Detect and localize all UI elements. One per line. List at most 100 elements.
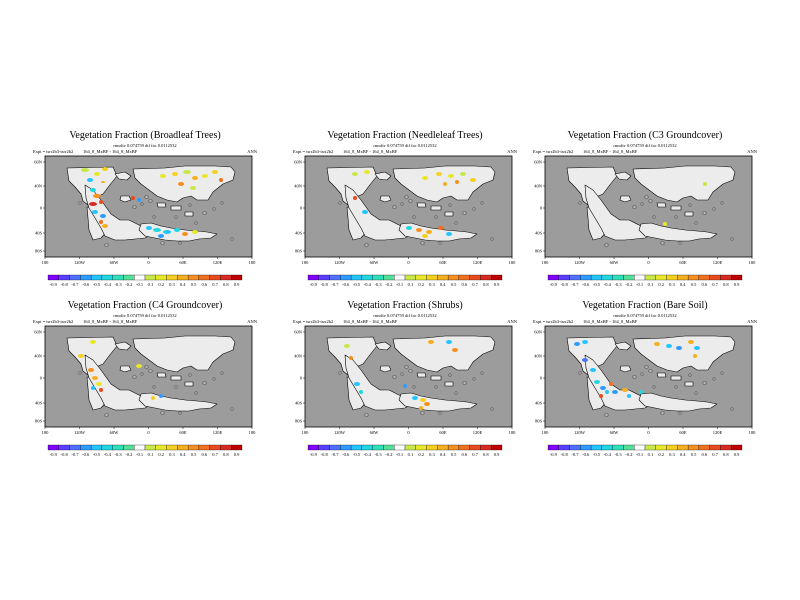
colorbar-swatch bbox=[80, 444, 92, 451]
colorbar-swatch bbox=[69, 274, 81, 281]
lon-tick-label: 120W bbox=[74, 430, 86, 435]
island bbox=[448, 203, 452, 207]
colorbar-swatch bbox=[404, 444, 416, 451]
colorbar-label: 0.7 bbox=[712, 452, 718, 457]
difference-patch bbox=[192, 230, 198, 234]
island bbox=[220, 201, 224, 205]
colorbar-swatch bbox=[383, 274, 395, 281]
lon-tick-label: 60W bbox=[370, 430, 380, 435]
colorbar-swatch bbox=[134, 274, 146, 281]
panel-title: Vegetation Fraction (Needleleaf Trees) bbox=[327, 130, 483, 141]
colorbar-swatch bbox=[90, 274, 103, 281]
island bbox=[202, 211, 207, 215]
island bbox=[140, 372, 144, 376]
colorbar-swatch bbox=[687, 444, 700, 451]
landmass bbox=[430, 375, 442, 381]
colorbar-label: -0.9 bbox=[550, 452, 558, 457]
landmass bbox=[416, 372, 427, 378]
colorbar-swatch bbox=[329, 274, 341, 281]
difference-patch bbox=[406, 226, 412, 230]
difference-patch bbox=[362, 210, 368, 214]
lat-tick-label: 60N bbox=[534, 330, 543, 335]
lat-tick-label: 0 bbox=[300, 376, 303, 381]
colorbar-swatch bbox=[415, 274, 427, 281]
landmass bbox=[379, 195, 392, 203]
difference-patch bbox=[676, 346, 682, 350]
landmass bbox=[416, 202, 427, 208]
difference-patch bbox=[354, 382, 360, 386]
colorbar-label: 0.2 bbox=[658, 452, 664, 457]
lon-tick-label: 0 bbox=[407, 430, 410, 435]
lat-tick-label: 40N bbox=[534, 184, 543, 189]
colorbar-swatch bbox=[350, 444, 363, 451]
colorbar-swatch bbox=[655, 444, 667, 451]
difference-patch bbox=[443, 182, 447, 186]
colorbar-label: 0.3 bbox=[669, 282, 675, 287]
colorbar-swatch bbox=[47, 444, 59, 451]
difference-patch bbox=[219, 178, 223, 182]
island bbox=[78, 201, 82, 205]
colorbar-label: 0.8 bbox=[223, 282, 229, 287]
colorbar-label: 0.5 bbox=[691, 282, 697, 287]
difference-patch bbox=[91, 386, 95, 390]
colorbar-label: 0.8 bbox=[483, 452, 489, 457]
colorbar-swatch bbox=[644, 444, 656, 451]
colorbar-label: -0.9 bbox=[310, 452, 318, 457]
panel-title: Vegetation Fraction (Broadleaf Trees) bbox=[69, 130, 221, 141]
lat-tick-label: 60N bbox=[34, 330, 43, 335]
island bbox=[660, 411, 665, 415]
difference-patch bbox=[448, 174, 454, 178]
colorbar-swatch bbox=[112, 274, 124, 281]
landmass bbox=[632, 165, 736, 203]
lon-tick-label: 60W bbox=[370, 260, 380, 265]
island bbox=[212, 377, 216, 381]
island bbox=[702, 211, 707, 215]
difference-patch bbox=[419, 406, 423, 410]
lon-tick-label: 180 bbox=[42, 430, 50, 435]
difference-patch bbox=[364, 170, 370, 174]
lon-tick-label: 120E bbox=[473, 260, 483, 265]
season-label: ANN bbox=[507, 319, 517, 324]
island bbox=[694, 221, 698, 225]
colorbar-label: 0.5 bbox=[451, 282, 457, 287]
colorbar-label: 0.1 bbox=[648, 452, 654, 457]
colorbar-label: 0.4 bbox=[180, 452, 186, 457]
panel-title: Vegetation Fraction (C4 Groundcover) bbox=[67, 300, 223, 311]
colorbar-label: -0.7 bbox=[331, 282, 339, 287]
colorbar-swatch bbox=[491, 274, 503, 281]
panel-metadata: rmsdiv 0.074759 dif fac 0.0112532 bbox=[113, 143, 177, 148]
island bbox=[712, 207, 716, 211]
difference-patch bbox=[99, 388, 103, 392]
colorbar-swatch bbox=[58, 274, 70, 281]
island bbox=[674, 385, 678, 389]
colorbar-swatch bbox=[709, 444, 721, 451]
difference-patch bbox=[87, 178, 93, 182]
island bbox=[188, 203, 192, 207]
colorbar-swatch bbox=[558, 444, 570, 451]
colorbar-label: 0.7 bbox=[472, 452, 478, 457]
season-label: ANN bbox=[747, 319, 757, 324]
lon-tick-label: 120E bbox=[713, 260, 723, 265]
colorbar-swatch bbox=[318, 274, 330, 281]
colorbar-label: -0.2 bbox=[385, 282, 392, 287]
lon-tick-label: 120W bbox=[74, 260, 86, 265]
island bbox=[490, 407, 494, 411]
colorbar-label: 0.9 bbox=[734, 452, 740, 457]
colorbar-label: -0.7 bbox=[71, 282, 79, 287]
colorbar-label: -0.2 bbox=[125, 452, 132, 457]
island bbox=[364, 243, 369, 247]
island bbox=[174, 385, 178, 389]
island bbox=[678, 411, 682, 415]
lat-tick-label: 40S bbox=[295, 401, 303, 406]
island bbox=[438, 241, 442, 245]
colorbar-swatch bbox=[134, 444, 146, 451]
island bbox=[152, 215, 156, 219]
colorbar-label: 0.8 bbox=[723, 452, 729, 457]
panel-metadata: rmsdiv 0.074759 dif fac 0.0112532 bbox=[113, 313, 177, 318]
panel-metadata: rmsdiv 0.074759 dif fac 0.0112532 bbox=[613, 313, 677, 318]
colorbar-swatch bbox=[590, 444, 603, 451]
colorbar-swatch bbox=[329, 444, 341, 451]
island bbox=[480, 371, 484, 375]
island bbox=[462, 211, 467, 215]
